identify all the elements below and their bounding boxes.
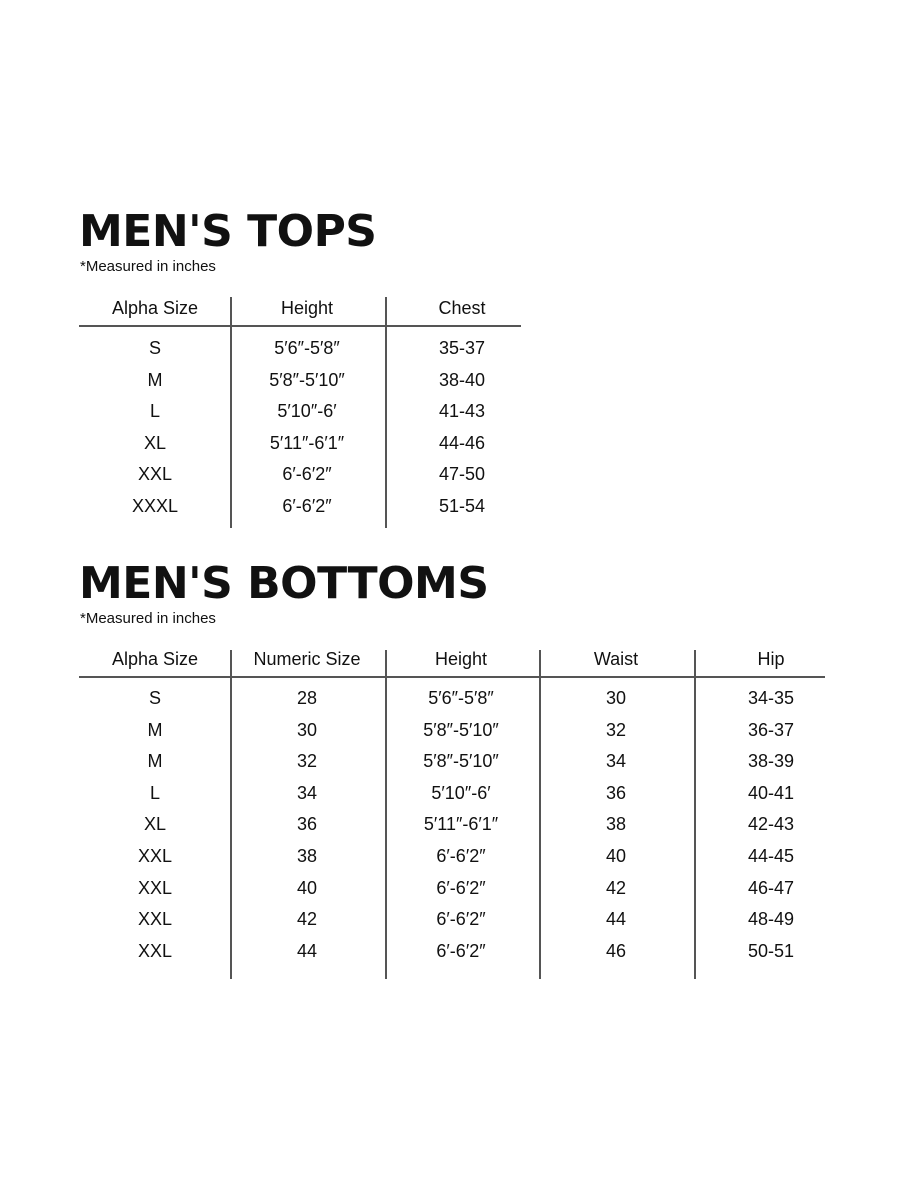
table-cell: 6′-6′2″ [436,909,486,930]
table-cell: XXL [137,846,173,866]
table-cell: 40-41 [747,782,795,803]
table-cell: M [147,751,163,772]
table-cell: 38-40 [438,369,486,390]
bottoms-note: *Measured in inches [80,610,216,627]
column-header: Alpha Size [111,298,199,318]
table-cell: XXL [137,464,173,485]
table-cell: 5′6″-5′8″ [274,338,340,358]
table-cell: 34-35 [747,688,795,708]
table-cell: 38 [296,846,318,866]
column-header: Numeric Size [253,649,361,669]
table-cell: XXL [137,940,173,961]
header-divider [79,676,825,678]
column-header: Waist [593,649,639,669]
table-cell: 42-43 [747,814,795,835]
table-cell: 48-49 [747,909,795,930]
table-cell: 5′6″-5′8″ [428,688,494,708]
table-cell: 5′11″-6′1″ [269,432,345,453]
column-divider [385,297,387,528]
header-divider [79,325,521,327]
table-cell: 6′-6′2″ [436,940,486,961]
table-cell: 36-37 [747,719,795,740]
table-cell: 46 [605,940,627,961]
column-divider [694,650,696,979]
table-cell: 5′10″-6′ [431,782,491,803]
column-divider [230,297,232,528]
table-cell: XXL [137,877,173,898]
table-cell: XXL [137,909,173,930]
table-cell: 34 [605,751,627,772]
table-cell: XXXL [131,496,179,516]
table-cell: XL [143,432,167,453]
table-cell: 44-46 [438,432,486,453]
column-header: Height [434,649,488,669]
table-cell: 36 [605,782,627,803]
table-cell: 44-45 [747,846,795,866]
tops-note: *Measured in inches [80,258,216,275]
table-cell: 36 [296,814,318,835]
column-divider [385,650,387,979]
table-cell: 44 [605,909,627,930]
table-cell: 5′8″-5′10″ [423,751,499,772]
column-header: Height [280,298,334,318]
table-cell: 5′8″-5′10″ [423,719,499,740]
table-cell: 46-47 [747,877,795,898]
table-cell: L [149,782,161,803]
table-cell: 6′-6′2″ [282,496,332,516]
table-cell: 42 [605,877,627,898]
table-cell: 30 [296,719,318,740]
table-cell: M [147,719,163,740]
table-cell: 6′-6′2″ [282,464,332,485]
table-cell: 6′-6′2″ [436,846,486,866]
table-cell: 30 [605,688,627,708]
table-cell: 51-54 [438,496,486,516]
table-cell: 41-43 [438,401,486,422]
table-cell: 38 [605,814,627,835]
table-cell: XL [143,814,167,835]
table-cell: 42 [296,909,318,930]
table-cell: M [147,369,163,390]
column-divider [539,650,541,979]
column-header: Chest [438,298,486,318]
column-header: Hip [757,649,785,669]
table-cell: 28 [296,688,318,708]
column-header: Alpha Size [111,649,199,669]
table-cell: 38-39 [747,751,795,772]
table-cell: 6′-6′2″ [436,877,486,898]
table-cell: S [148,688,162,708]
table-cell: 50-51 [747,940,795,961]
table-cell: 40 [296,877,318,898]
table-cell: 35-37 [438,338,486,358]
table-cell: 47-50 [438,464,486,485]
table-cell: 34 [296,782,318,803]
table-cell: 44 [296,940,318,961]
table-cell: 32 [296,751,318,772]
table-cell: 5′8″-5′10″ [269,369,345,390]
table-cell: 5′11″-6′1″ [423,814,499,835]
table-cell: L [149,401,161,422]
bottoms-title: MEN'S BOTTOMS [79,558,489,609]
tops-title: MEN'S TOPS [79,206,377,257]
table-cell: 40 [605,846,627,866]
table-cell: S [148,338,162,358]
table-cell: 5′10″-6′ [277,401,337,422]
column-divider [230,650,232,979]
table-cell: 32 [605,719,627,740]
